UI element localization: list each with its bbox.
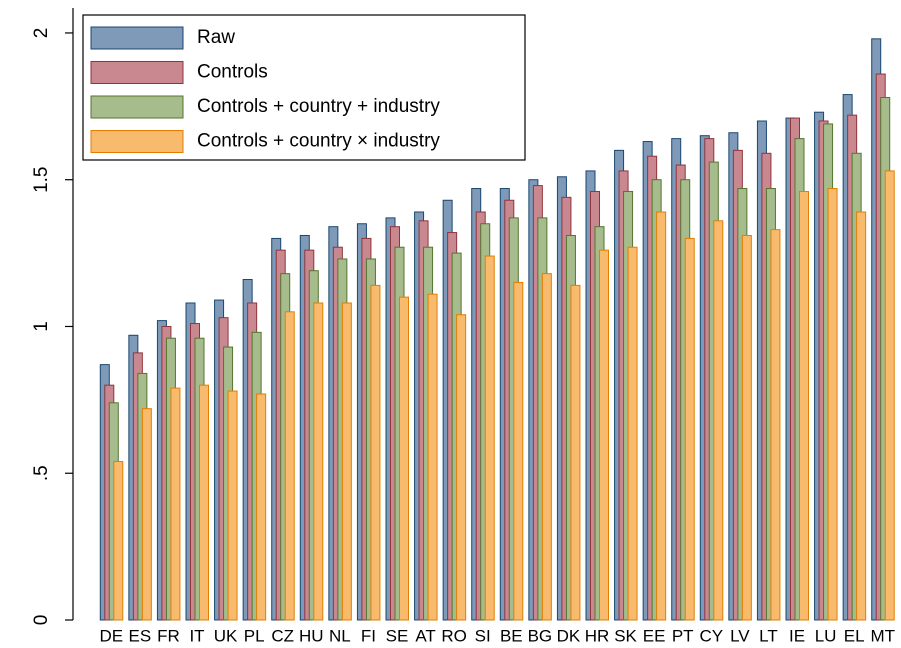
x-tick-label: EE: [643, 626, 666, 645]
bar: [827, 188, 838, 621]
bar: [656, 211, 667, 621]
bar: [170, 387, 181, 621]
bar: [799, 190, 809, 621]
x-tick-label: CY: [699, 626, 723, 645]
bar: [884, 170, 895, 621]
bar: [570, 284, 581, 621]
x-tick-label: LU: [815, 626, 837, 645]
bar: [713, 220, 724, 621]
bar: [199, 384, 209, 621]
x-tick-label: PT: [672, 626, 694, 645]
x-tick-label: RO: [441, 626, 467, 645]
legend-label: Controls: [197, 62, 268, 83]
bar: [513, 281, 524, 621]
x-tick-label: SI: [475, 626, 491, 645]
x-tick-label: AT: [415, 626, 435, 645]
x-tick-label: DK: [557, 626, 581, 645]
bar: [227, 390, 238, 621]
y-tick-label: .5: [31, 465, 52, 481]
legend-swatch: [90, 95, 184, 119]
bar: [627, 246, 638, 621]
legend-label: Controls + country + industry: [197, 96, 440, 117]
bar: [427, 293, 438, 621]
x-tick-label: IT: [189, 626, 204, 645]
y-tick-label: 1: [31, 321, 52, 332]
legend-label: Raw: [197, 27, 235, 48]
x-tick-label: HR: [585, 626, 610, 645]
legend-swatch: [90, 61, 184, 84]
bar: [741, 234, 752, 621]
bar: [370, 284, 381, 621]
x-tick-label: EL: [844, 626, 865, 645]
bar: [684, 237, 695, 621]
x-tick-label: BG: [528, 626, 553, 645]
legend-swatch: [90, 26, 184, 50]
x-tick-label: MT: [870, 626, 895, 645]
x-tick-label: UK: [214, 626, 238, 645]
x-tick-label: SE: [386, 626, 409, 645]
bar: [341, 302, 352, 621]
y-tick-label: 1.5: [31, 167, 52, 193]
bar: [770, 229, 781, 621]
legend-label: Controls + country × industry: [197, 131, 440, 152]
x-tick-label: FR: [157, 626, 180, 645]
bar: [541, 273, 552, 621]
x-tick-label: HU: [299, 626, 324, 645]
x-tick-label: IE: [789, 626, 805, 645]
y-tick-label: 0: [31, 615, 52, 626]
x-tick-label: NL: [329, 626, 351, 645]
bar: [313, 302, 324, 621]
x-tick-label: FI: [361, 626, 376, 645]
bar: [599, 249, 609, 621]
x-tick-label: LT: [759, 626, 778, 645]
bar: [113, 460, 124, 621]
x-tick-label: LV: [730, 626, 750, 645]
x-tick-label: CZ: [271, 626, 294, 645]
x-tick-label: DE: [99, 626, 123, 645]
x-tick-label: SK: [614, 626, 637, 645]
x-tick-label: ES: [129, 626, 152, 645]
bar: [484, 255, 495, 621]
bar: [141, 408, 152, 621]
bar: [399, 296, 409, 621]
x-tick-label: BE: [500, 626, 523, 645]
bar: [256, 393, 267, 621]
bar: [456, 314, 467, 621]
bar: [284, 311, 295, 621]
y-tick-label: 2: [31, 28, 52, 39]
x-tick-label: PL: [244, 626, 265, 645]
bar: [856, 211, 867, 621]
legend-swatch: [90, 130, 184, 153]
